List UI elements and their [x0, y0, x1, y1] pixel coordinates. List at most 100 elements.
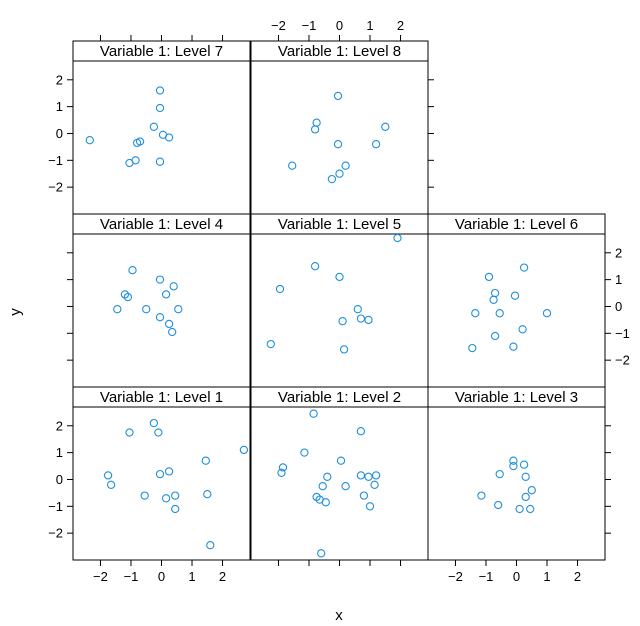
panels-layer: Variable 1: Level 7 −2 −1 0 1 2 Variable 1: Le… [48, 18, 630, 584]
y-tick-label: −2 [48, 180, 63, 195]
data-point [327, 174, 337, 184]
x-axis-label: x [335, 607, 343, 624]
data-point [356, 471, 366, 480]
data-point [171, 491, 180, 500]
panel-strip-label: Variable 1: Level 3 [455, 389, 578, 406]
panel-frame [72, 233, 251, 388]
y-tick-label: 1 [615, 272, 622, 287]
y-tick-label: −2 [615, 353, 630, 368]
panel-4: Variable 1: Level 5 [250, 213, 429, 388]
y-tick-label: −1 [48, 153, 63, 168]
y-tick-label: 2 [56, 72, 63, 87]
data-point [155, 313, 165, 322]
panel-strip-label: Variable 1: Level 1 [100, 389, 223, 406]
data-point [519, 460, 529, 469]
x-tick-label: 2 [397, 18, 404, 33]
data-point [168, 327, 177, 337]
data-point [365, 502, 375, 511]
data-point [161, 494, 171, 503]
data-point [521, 472, 530, 481]
panel-strip-label: Variable 1: Level 5 [278, 216, 401, 233]
x-tick-label: 0 [513, 569, 520, 584]
data-point [370, 480, 379, 489]
data-point [527, 486, 536, 495]
data-point [154, 428, 163, 437]
data-point [128, 266, 137, 275]
data-point [509, 461, 518, 471]
data-point [490, 331, 500, 341]
data-point [489, 295, 498, 304]
y-axis-label: y [7, 308, 24, 316]
data-point [468, 343, 477, 353]
data-point [364, 472, 373, 481]
data-point [510, 291, 520, 300]
data-point [333, 140, 343, 149]
data-point [309, 409, 318, 418]
data-point [155, 157, 165, 166]
data-point [164, 467, 174, 476]
y-tick-label: 1 [56, 99, 63, 114]
data-point [266, 339, 275, 349]
y-tick-label: 0 [56, 126, 63, 141]
data-point [131, 156, 140, 165]
data-point [155, 86, 165, 95]
data-point [288, 161, 297, 170]
data-point [123, 292, 133, 302]
data-point [477, 491, 486, 500]
x-tick-label: 0 [158, 569, 165, 584]
panel-strip-label: Variable 1: Level 7 [100, 43, 223, 60]
y-tick-label: 2 [56, 418, 63, 433]
x-tick-label: −2 [448, 569, 463, 584]
panel-strip-label: Variable 1: Level 6 [455, 216, 578, 233]
data-point [494, 500, 503, 510]
data-point [125, 428, 134, 437]
x-tick-label: 1 [188, 569, 195, 584]
data-point [338, 317, 347, 326]
data-point [140, 491, 149, 500]
data-point [356, 314, 366, 323]
panel-strip-label: Variable 1: Level 8 [278, 43, 401, 60]
data-point [341, 161, 350, 170]
data-point [171, 504, 180, 514]
panel-frame [250, 60, 429, 215]
data-point [321, 498, 330, 507]
data-point [509, 456, 518, 465]
data-point [300, 448, 309, 457]
data-point [142, 305, 151, 314]
x-tick-label: 1 [543, 569, 550, 584]
data-point [364, 315, 373, 325]
data-point [135, 137, 145, 146]
data-point [155, 103, 165, 113]
data-point [519, 263, 529, 272]
data-point [323, 472, 332, 481]
data-point [203, 490, 212, 499]
data-point [103, 471, 113, 480]
panel-frame [427, 233, 606, 388]
data-point [335, 169, 344, 178]
data-point [339, 345, 349, 354]
x-tick-label: −2 [93, 569, 108, 584]
data-point [312, 118, 321, 127]
data-point [495, 469, 504, 479]
y-tick-label: 0 [615, 299, 622, 314]
data-point [206, 541, 215, 550]
panel-5: Variable 1: Level 6 −2 −1 0 1 2 [427, 213, 630, 388]
data-point [164, 319, 174, 329]
x-tick-label: 2 [574, 569, 581, 584]
y-tick-label: 0 [56, 472, 63, 487]
data-point [509, 342, 518, 351]
panel-frame [250, 233, 429, 388]
data-point [495, 309, 504, 318]
data-point [318, 482, 327, 491]
data-point [275, 284, 285, 294]
data-point [161, 290, 171, 299]
panel-strip-label: Variable 1: Level 4 [100, 216, 223, 233]
data-point [341, 482, 350, 491]
y-tick-label: −2 [48, 526, 63, 541]
y-tick-label: 1 [56, 445, 63, 460]
y-tick-label: −1 [48, 499, 63, 514]
data-point [353, 305, 362, 314]
data-point [371, 471, 381, 480]
x-tick-label: 2 [219, 569, 226, 584]
data-point [278, 463, 288, 472]
